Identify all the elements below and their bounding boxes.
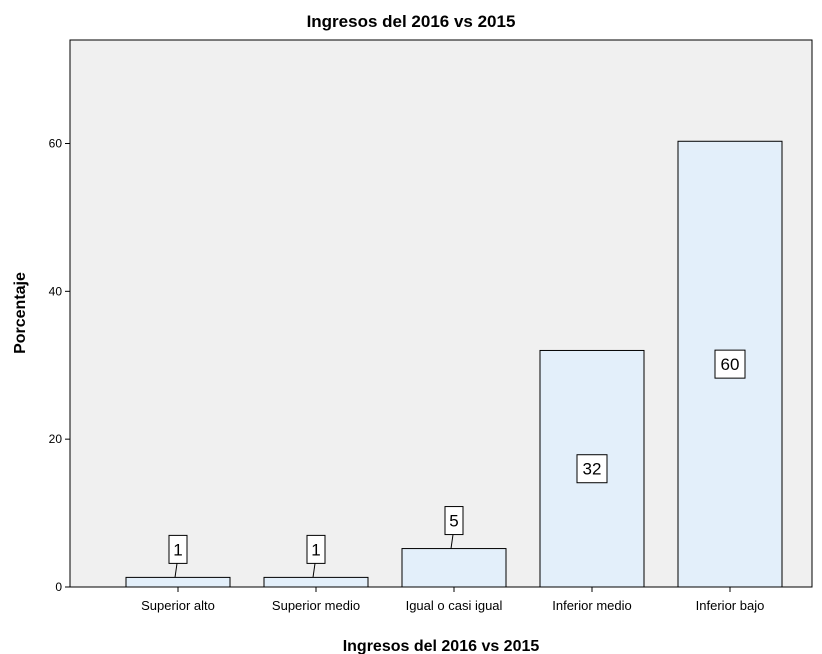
y-axis: 0 20 40 60 bbox=[49, 136, 70, 594]
bar bbox=[401, 548, 507, 588]
y-tick-label: 40 bbox=[49, 284, 63, 298]
data-label-box bbox=[714, 349, 746, 379]
bar bbox=[263, 576, 369, 588]
x-tick-label: Inferior bajo bbox=[696, 598, 765, 613]
data-label-text: 1 bbox=[173, 540, 182, 559]
data-label-box bbox=[306, 534, 326, 564]
x-axis-title: Ingresos del 2016 vs 2015 bbox=[343, 638, 540, 654]
data-label-box bbox=[168, 534, 188, 564]
x-axis: Superior alto Superior medio Igual o casi … bbox=[141, 587, 764, 613]
chart-title: Ingresos del 2016 vs 2015 bbox=[307, 12, 516, 31]
x-tick-label: Inferior medio bbox=[552, 598, 631, 613]
data-label: 32 bbox=[576, 454, 608, 484]
data-label: 60 bbox=[714, 349, 746, 379]
x-tick-label: Superior alto bbox=[141, 598, 215, 613]
data-label-leader bbox=[312, 563, 316, 578]
data-label-text: 1 bbox=[311, 540, 320, 559]
bar bbox=[125, 576, 231, 588]
y-tick-label: 0 bbox=[55, 580, 62, 594]
data-label-leader bbox=[174, 563, 178, 578]
data-label-box bbox=[444, 506, 464, 536]
data-label: 5 bbox=[444, 506, 464, 549]
data-label-text: 60 bbox=[721, 355, 740, 374]
x-tick-label: Superior medio bbox=[272, 598, 360, 613]
y-axis-title: Porcentaje bbox=[12, 272, 29, 354]
x-tick-label: Igual o casi igual bbox=[406, 598, 503, 613]
data-label-box bbox=[576, 454, 608, 484]
data-label: 1 bbox=[306, 534, 326, 578]
data-label-text: 32 bbox=[583, 460, 602, 479]
y-tick-label: 60 bbox=[49, 136, 63, 150]
y-tick-label: 20 bbox=[49, 432, 63, 446]
data-labels: 1 1 5 32 60 bbox=[168, 349, 746, 578]
data-label-leader bbox=[450, 534, 454, 549]
data-label: 1 bbox=[168, 534, 188, 578]
data-label-text: 5 bbox=[449, 512, 458, 531]
